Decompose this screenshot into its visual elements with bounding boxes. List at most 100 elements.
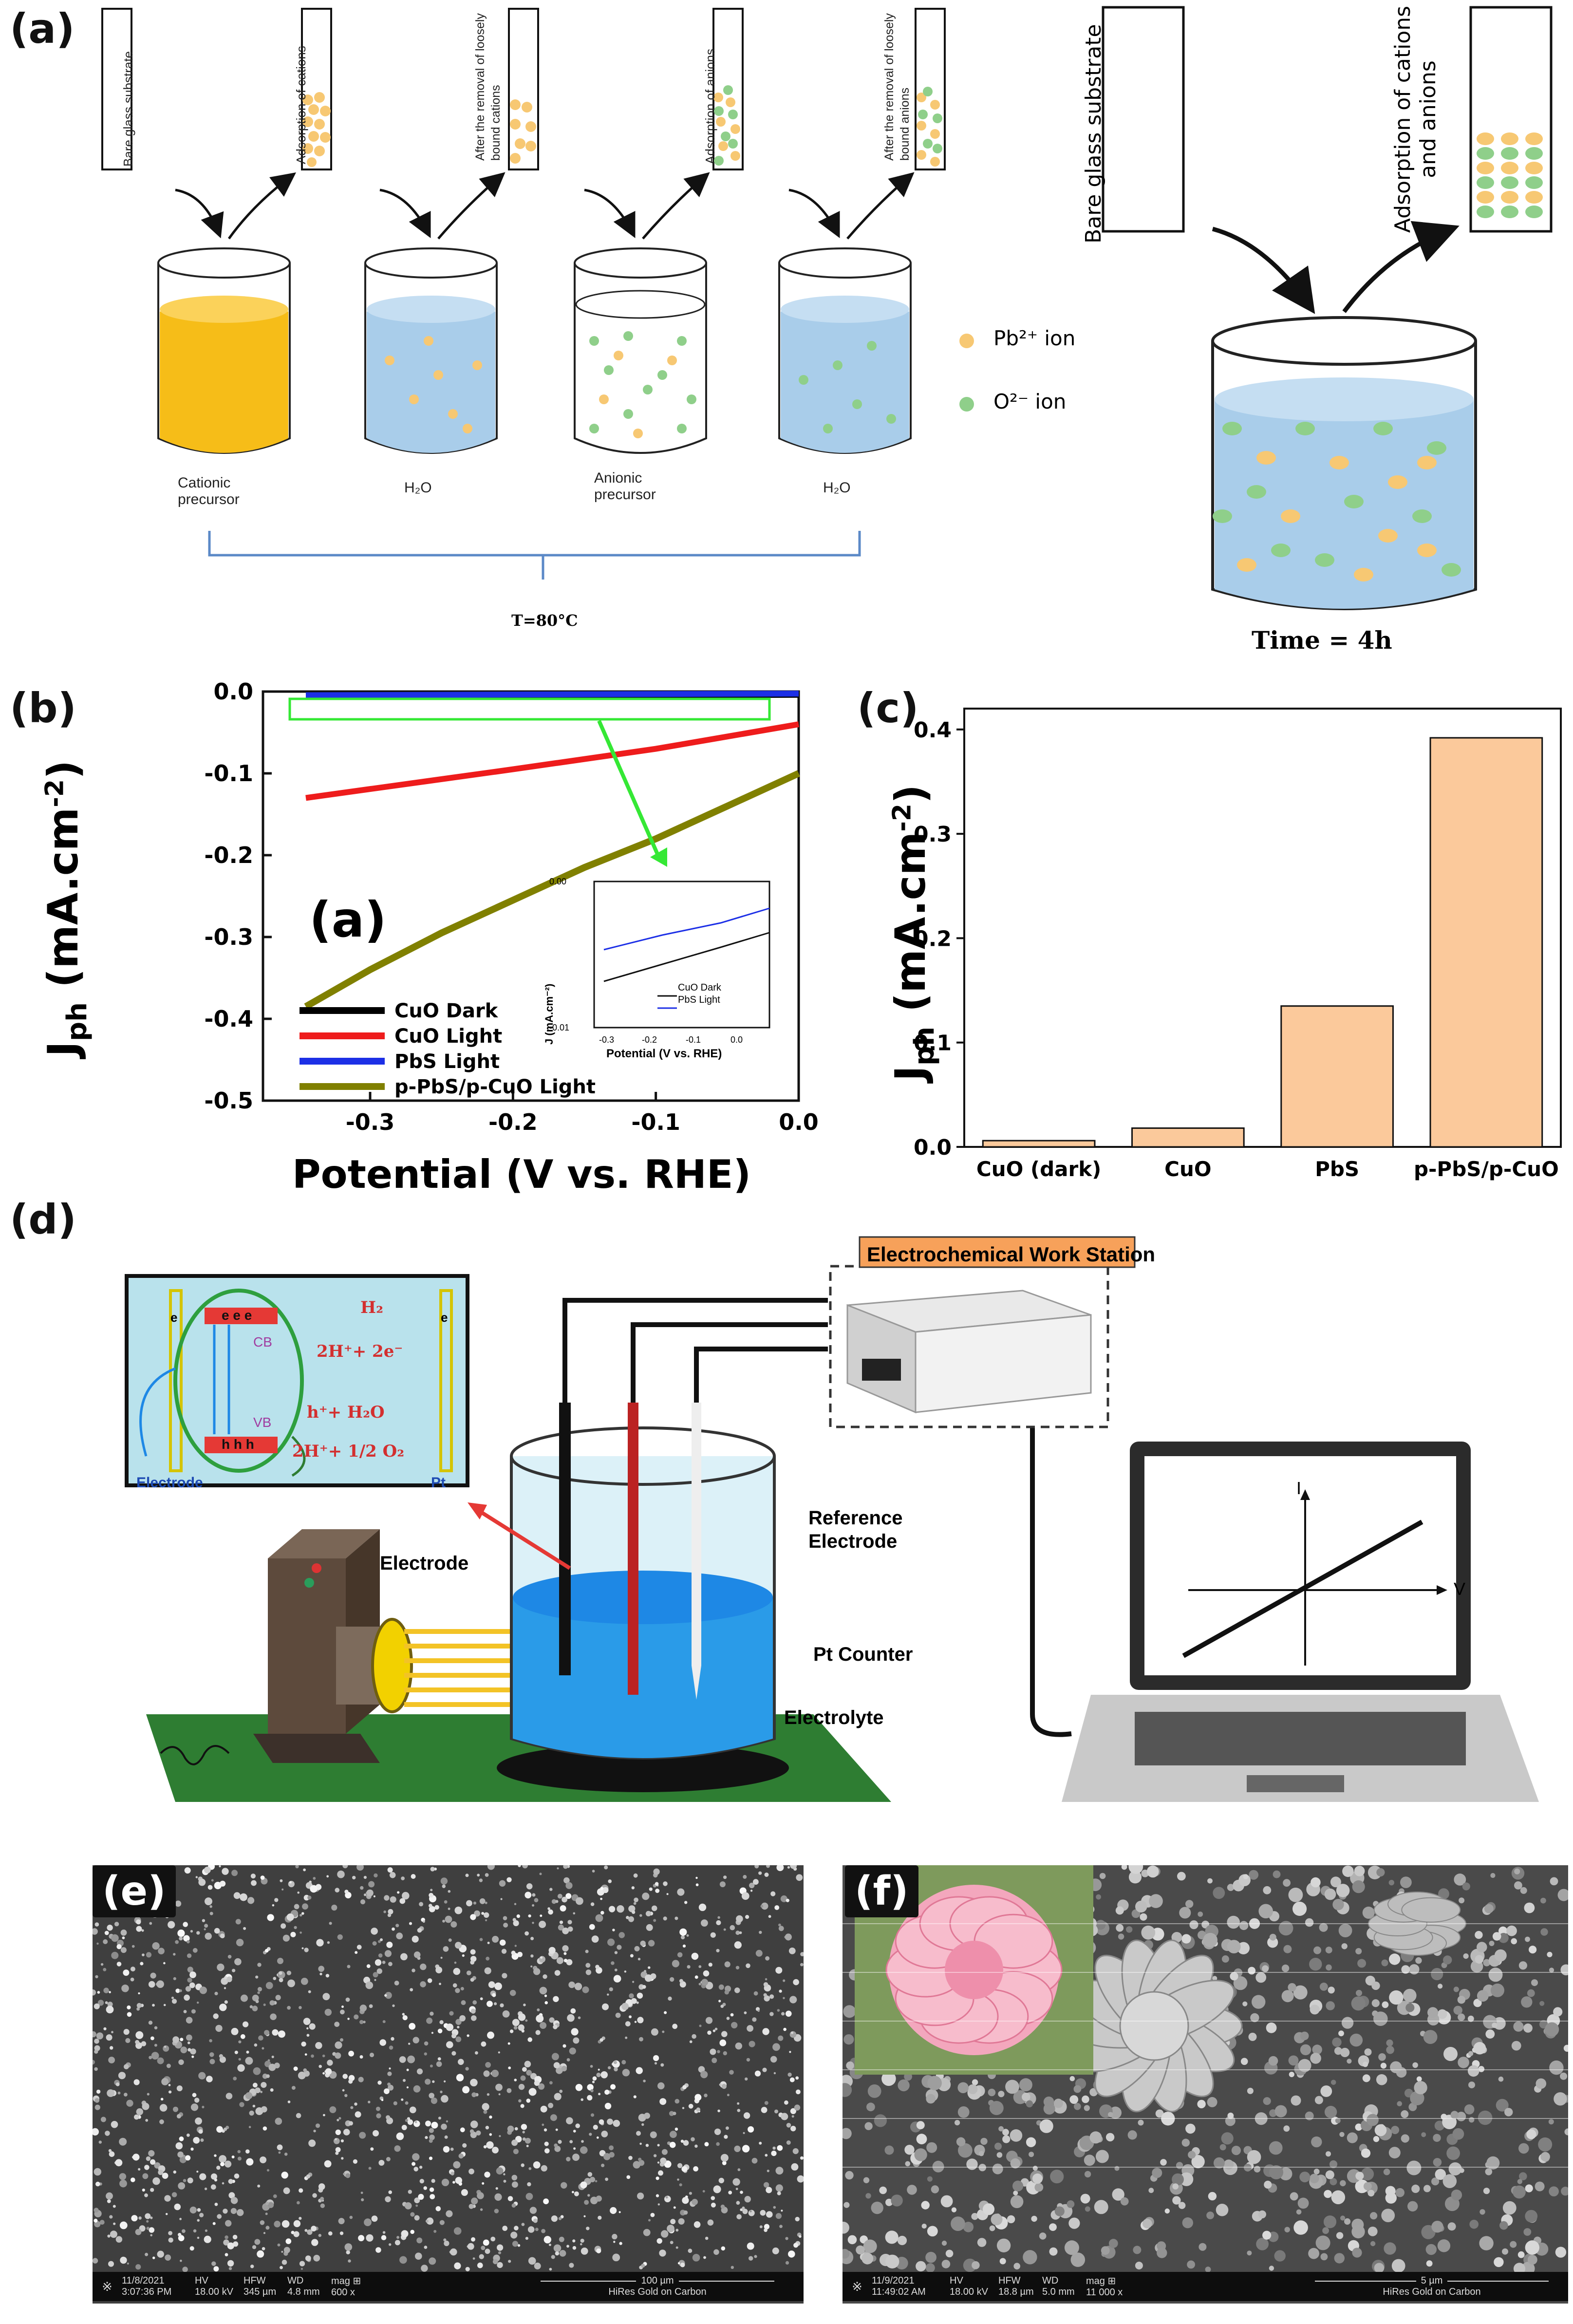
zoom-arrow-head [650, 847, 667, 867]
zoom-arrow [597, 720, 662, 861]
zoom-box [288, 697, 771, 721]
inset-xtick-2: -0.1 [686, 1035, 701, 1045]
series-line-pbs-light [305, 691, 799, 698]
legend-entry: CuO Dark [394, 1000, 499, 1022]
y-tick-label: 0.1 [914, 1031, 952, 1056]
band-electrode: Electrode [136, 1475, 203, 1491]
plot-frame [963, 708, 1562, 1148]
panel-d-label: (d) [10, 1196, 76, 1243]
tube-label-bare: Bare glass substrate [121, 51, 135, 167]
tube-cations [301, 8, 332, 170]
panel-b-label: (b) [10, 684, 76, 732]
sem-e-grains [93, 1865, 804, 2272]
sem-mag: 11 000 x [1086, 2287, 1123, 2298]
band-vb: VB [253, 1415, 272, 1430]
sem-hfw: 345 µm [243, 2287, 277, 2297]
panel-c-label: (c) [857, 684, 919, 732]
o-ion-legend-text: O²⁻ ion [993, 390, 1067, 413]
tube-label-cations: Adsorption of cations [294, 46, 308, 164]
plot-frame [262, 690, 800, 1102]
sem-time: 11:49:02 AM [872, 2287, 926, 2297]
inset-frame [593, 881, 770, 1029]
inset-xtick-3: 0.0 [730, 1035, 743, 1045]
laptop [1062, 1442, 1539, 1802]
inset-xlabel: Potential (V vs. RHE) [606, 1047, 722, 1060]
bar-cuo-dark- [982, 1140, 1096, 1148]
bar-chart: 0.0 0.1 0.2 0.3 0.4 CuO (dark) CuO PbS p-PbS/p-C… [914, 708, 1562, 1181]
legend-entry: CuO Light [394, 1025, 502, 1048]
legend-entry: PbS Light [394, 1050, 500, 1073]
sem-info-bar-f: ※ 11/9/2021 11:49:02 AM HV 18.00 kV HFW 18.… [843, 2272, 1568, 2301]
tube-label-rinse-1: After the removal of loosely bound catio… [473, 13, 503, 161]
jv-ylabel: Jph (mA.cm-2) [39, 760, 94, 1057]
electrochemical-cell [497, 1403, 789, 1792]
bar-cuo [1131, 1127, 1245, 1148]
jv-chart: 0.0 -0.1 -0.2 -0.3 -0.4 -0.5 -0.3 -0.2 -0.1 0.0 Cu… [204, 678, 818, 1135]
inset-legend-1: PbS Light [678, 994, 720, 1005]
inset-ytick-1: -0.01 [549, 1023, 570, 1032]
o-dots-tubes [714, 85, 942, 166]
band-pt: Pt [431, 1475, 446, 1491]
sem-scale: 5 µm [1421, 2275, 1443, 2286]
bar-p-pbs-p-cuo [1429, 737, 1543, 1148]
panel-f-label: (f) [845, 1865, 918, 1917]
y-tick-label: -0.3 [204, 924, 253, 950]
bar-ylabel: Jph (mA.cm-2) [886, 784, 941, 1081]
y-tick-label: -0.1 [204, 760, 253, 787]
tube-label-anions: Adsorption of anions [703, 48, 717, 164]
sem-coating: HiRes Gold on Carbon [1383, 2287, 1481, 2297]
band-o2-reaction: 2H⁺+ 1/2 O₂ [292, 1442, 405, 1461]
process-arrows [175, 172, 915, 240]
right-beaker [1211, 316, 1477, 610]
sem-date: 11/9/2021 [872, 2275, 915, 2286]
tube-bare [101, 8, 132, 170]
sem-wd: 4.8 mm [287, 2287, 320, 2297]
y-tick-label: -0.2 [204, 842, 253, 868]
right-arrows [1212, 221, 1460, 314]
y-tick-label: 0.0 [214, 678, 254, 705]
sem-mag: 600 x [331, 2287, 355, 2298]
band-e-right: e [441, 1310, 448, 1325]
workstation-title: Electrochemical Work Station [867, 1243, 1156, 1266]
sem-image-f [843, 1865, 1568, 2304]
x-tick-label: -0.1 [631, 1109, 680, 1135]
right-tube-label-bare: Bare glass substrate [1081, 24, 1106, 244]
x-category-label: CuO [1164, 1157, 1211, 1181]
band-electrons: e e e [222, 1308, 252, 1323]
jv-inner-label: (a) [309, 891, 387, 948]
pb-ion-legend-text: Pb²⁺ ion [993, 326, 1076, 350]
electrolyte-label: Electrolyte [784, 1707, 884, 1728]
beaker-anionic [574, 247, 707, 454]
sem-hv: 18.00 kV [195, 2287, 233, 2297]
sem-logo-icon: ※ [102, 2279, 112, 2294]
band-e-left: e [170, 1310, 178, 1325]
y-tick-label: 0.0 [914, 1135, 952, 1160]
setup-illustration [125, 1236, 1539, 1802]
sem-hv: 18.00 kV [950, 2287, 988, 2297]
right-tube-bare [1102, 6, 1185, 233]
panel-e-label: (e) [93, 1865, 176, 1917]
beaker-label-h2o-2: H₂O [823, 480, 851, 496]
laptop-axis-i: I [1296, 1478, 1302, 1498]
beaker-water-1 [364, 247, 498, 454]
tube-label-rinse-2: After the removal of loosely bound anion… [882, 13, 912, 161]
x-category-label: CuO (dark) [976, 1157, 1102, 1181]
cables [562, 1298, 1072, 1737]
sem-date: 11/8/2021 [122, 2275, 165, 2286]
pb-dots-tubes [302, 92, 940, 167]
y-tick-label: -0.5 [204, 1087, 253, 1114]
flower-microstructure [1066, 1892, 1466, 2113]
x-category-label: PbS [1315, 1157, 1359, 1181]
electrode-label: Electrode [380, 1553, 469, 1574]
sem-coating: HiRes Gold on Carbon [608, 2287, 707, 2297]
beaker-water-2 [778, 247, 912, 454]
band-h-plus: h⁺+ H₂O [307, 1403, 385, 1422]
jv-xlabel: Potential (V vs. RHE) [292, 1152, 751, 1197]
y-tick-label: -0.4 [204, 1006, 253, 1032]
inset-ytick-0: 0.00 [549, 877, 567, 886]
o-ion-legend-icon [959, 397, 974, 412]
band-cb: CB [253, 1334, 272, 1349]
laptop-axis-v: V [1454, 1579, 1466, 1599]
band-diagram [125, 1274, 469, 1487]
workstation-device [846, 1290, 1092, 1414]
